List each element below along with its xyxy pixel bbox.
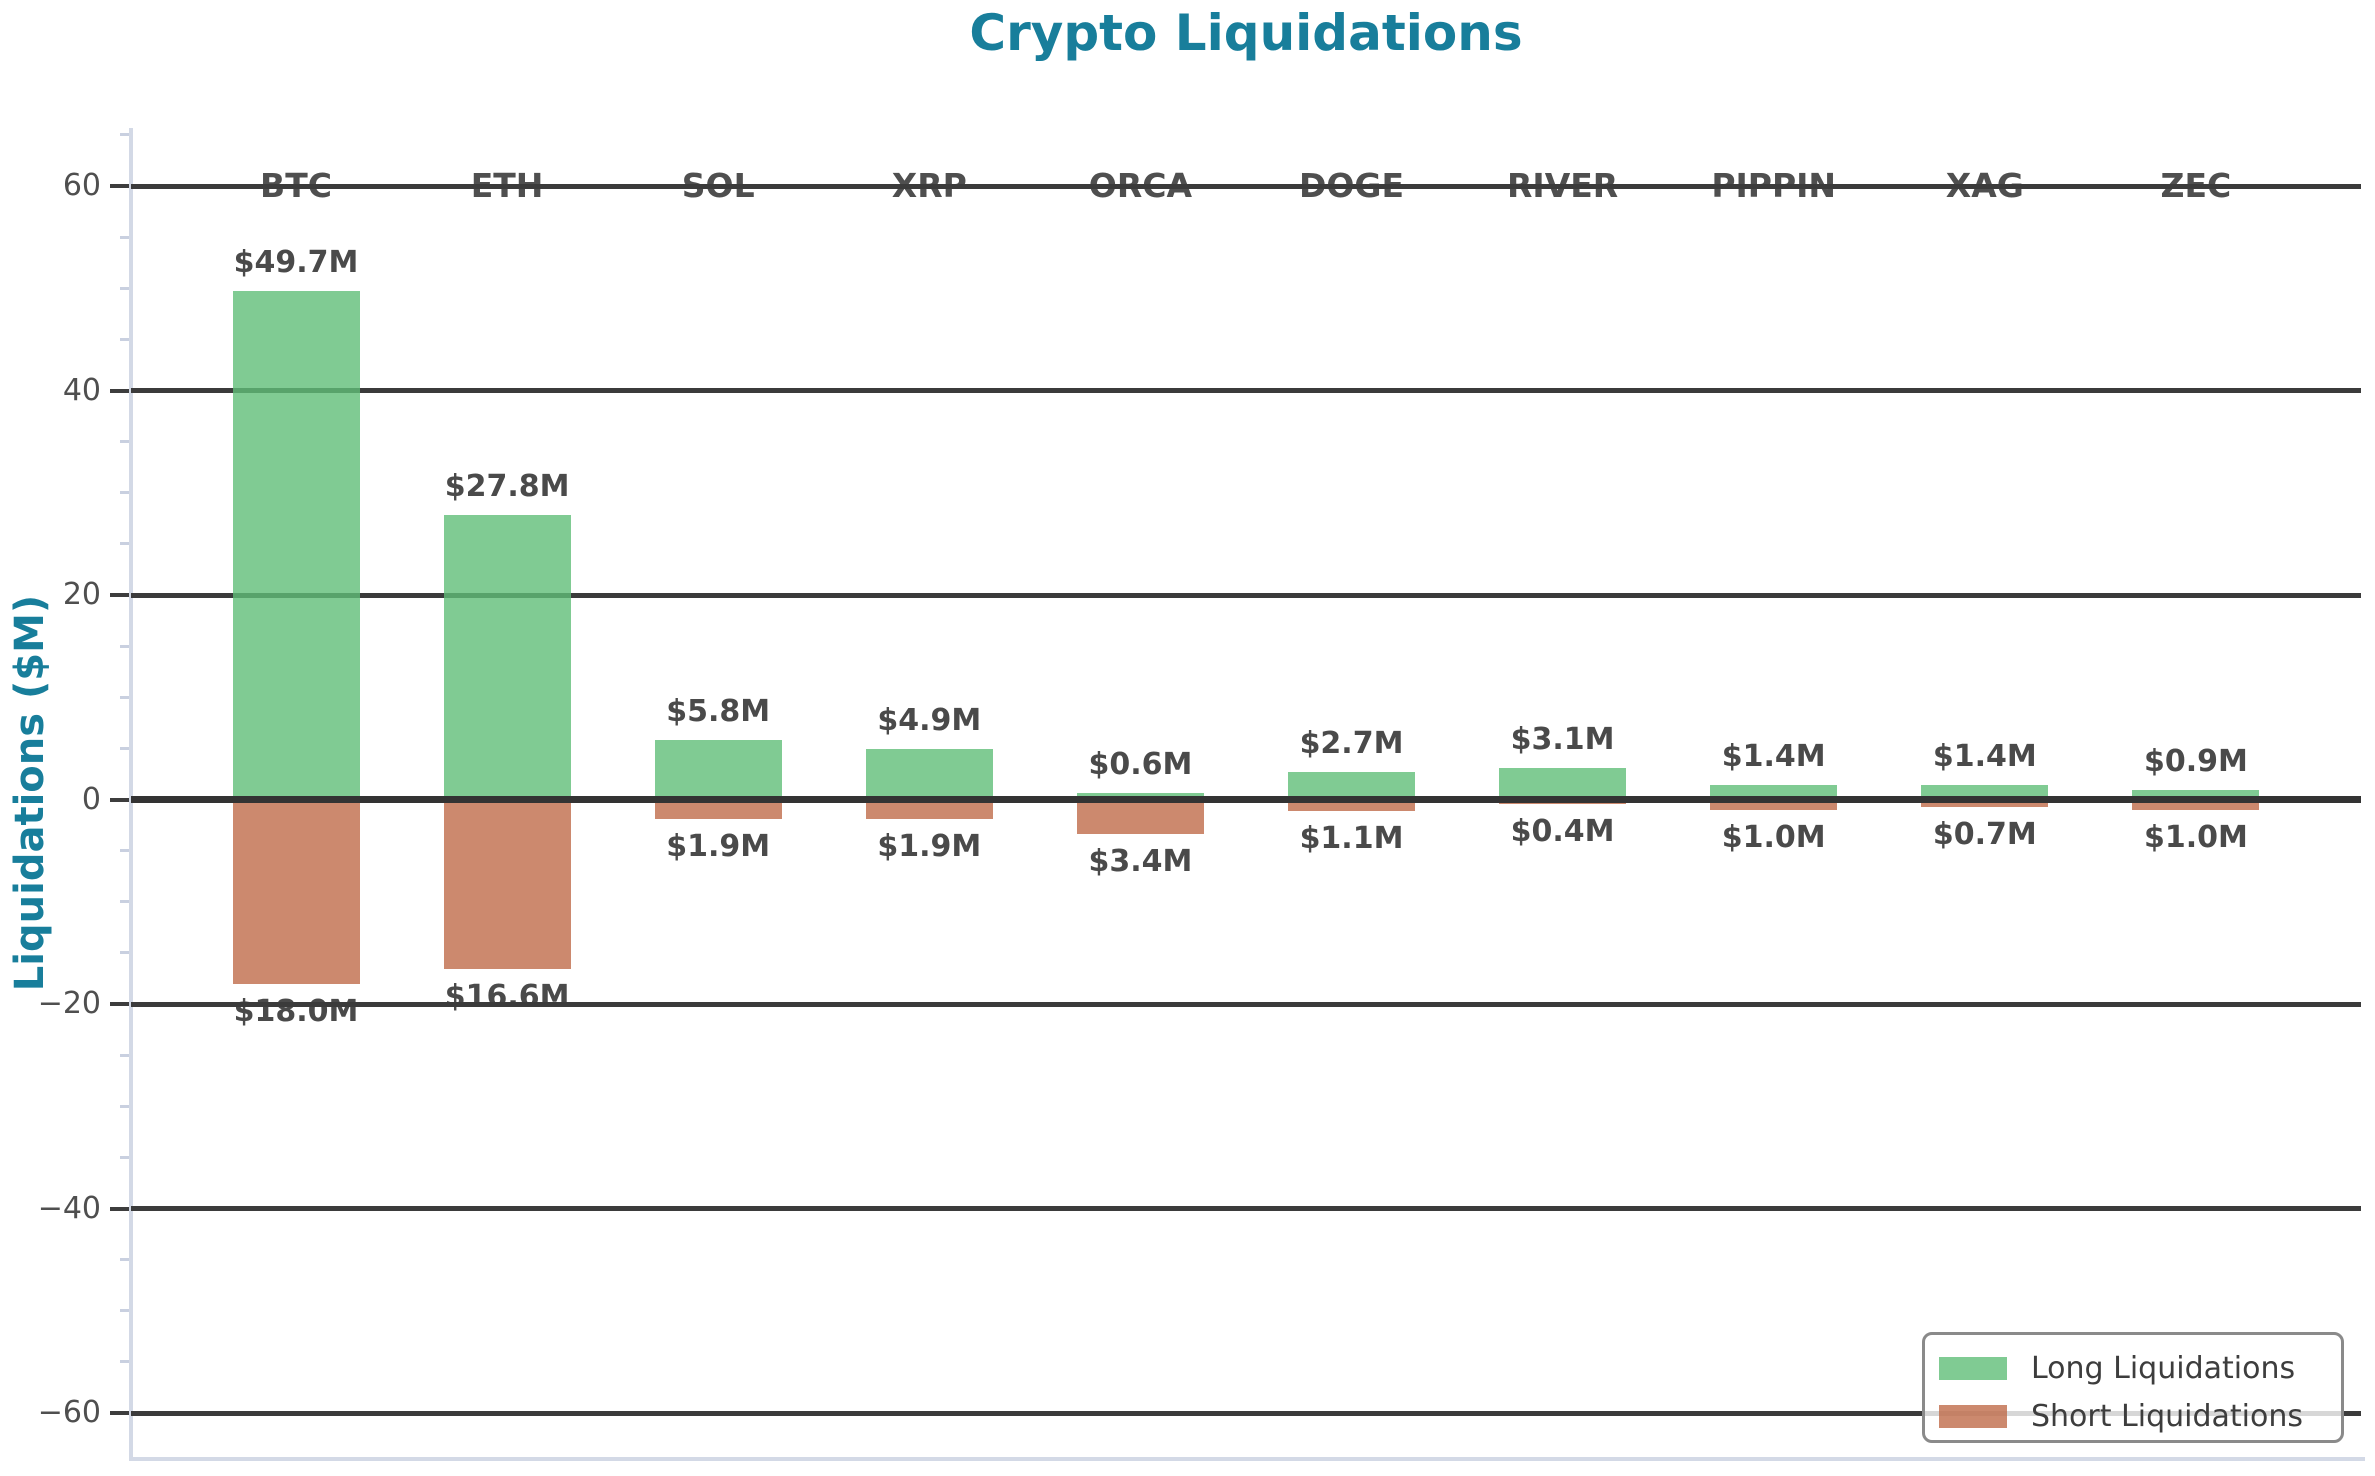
gridline bbox=[131, 1001, 2361, 1007]
bar-long-PIPPIN bbox=[1710, 785, 1838, 800]
y-tick-minor bbox=[120, 235, 133, 239]
legend-swatch-short-icon bbox=[1939, 1404, 2007, 1428]
legend-label-long: Long Liquidations bbox=[2031, 1350, 2296, 1386]
value-label-long-RIVER: $3.1M bbox=[1510, 721, 1615, 757]
legend-swatch-long-icon bbox=[1939, 1356, 2007, 1380]
y-tick-minor bbox=[120, 849, 133, 853]
y-tick-minor bbox=[120, 1360, 133, 1364]
y-tick-label: −40 bbox=[37, 1190, 101, 1226]
y-tick-minor bbox=[120, 1155, 133, 1159]
y-tick-minor bbox=[120, 951, 133, 955]
value-label-short-ORCA: $3.4M bbox=[1088, 844, 1193, 880]
y-tick-minor bbox=[120, 1258, 133, 1262]
y-tick-minor bbox=[120, 133, 133, 137]
y-tick-minor bbox=[120, 1309, 133, 1313]
y-tick-major bbox=[110, 1206, 129, 1211]
y-tick-major bbox=[110, 1002, 129, 1006]
bar-long-ZEC bbox=[2132, 790, 2260, 800]
legend-label-short: Short Liquidations bbox=[2031, 1398, 2304, 1434]
value-label-long-DOGE: $2.7M bbox=[1299, 725, 1404, 761]
bar-short-SOL bbox=[654, 799, 782, 819]
y-tick-label: 0 bbox=[81, 781, 101, 817]
y-tick-label: −60 bbox=[37, 1395, 101, 1430]
bar-short-PIPPIN bbox=[1710, 799, 1838, 810]
y-tick-major bbox=[110, 184, 129, 188]
value-label-long-ETH: $27.8M bbox=[444, 469, 570, 505]
value-label-long-XRP: $4.9M bbox=[877, 703, 982, 739]
bar-short-DOGE bbox=[1288, 799, 1415, 811]
gridline bbox=[131, 388, 2361, 393]
gridline bbox=[131, 183, 2361, 189]
bar-short-ETH bbox=[443, 799, 571, 970]
bar-long-RIVER bbox=[1499, 767, 1627, 800]
bar-short-ORCA bbox=[1076, 799, 1204, 835]
y-tick-minor bbox=[120, 491, 133, 495]
value-label-long-ZEC: $0.9M bbox=[2143, 744, 2248, 780]
y-tick-minor bbox=[120, 695, 133, 699]
bar-long-DOGE bbox=[1288, 771, 1415, 800]
value-label-long-SOL: $5.8M bbox=[666, 694, 771, 730]
y-tick-minor bbox=[120, 542, 133, 546]
gridline bbox=[131, 1410, 2361, 1416]
y-axis-spine bbox=[129, 128, 133, 1461]
y-tick-label: 20 bbox=[62, 577, 101, 612]
bar-short-XAG bbox=[1921, 799, 2049, 807]
value-label-short-SOL: $1.9M bbox=[666, 828, 771, 864]
gridline bbox=[131, 1206, 2361, 1211]
value-label-short-ETH: $16.6M bbox=[444, 979, 570, 1015]
y-tick-minor bbox=[120, 337, 133, 341]
y-tick-major bbox=[110, 388, 129, 393]
y-tick-minor bbox=[120, 900, 133, 904]
value-label-long-ORCA: $0.6M bbox=[1088, 747, 1193, 783]
value-label-short-RIVER: $0.4M bbox=[1510, 813, 1615, 849]
bar-short-ZEC bbox=[2132, 799, 2260, 810]
bar-long-XRP bbox=[865, 749, 993, 800]
value-label-short-XAG: $0.7M bbox=[1932, 816, 2037, 852]
overlay-layer bbox=[131, 128, 2361, 1459]
y-tick-major bbox=[110, 1411, 129, 1415]
y-tick-label: 40 bbox=[62, 372, 101, 408]
bar-long-SOL bbox=[654, 740, 782, 800]
y-tick-label: −20 bbox=[37, 986, 101, 1021]
y-tick-major bbox=[110, 797, 129, 802]
plot-area: BTC ETH SOL XRP ORCA DOGE RIVER PIPPIN XAG ZEC $49… bbox=[131, 128, 2361, 1459]
bar-short-BTC bbox=[232, 799, 360, 984]
x-axis-spine bbox=[129, 1457, 2365, 1461]
value-label-short-ZEC: $1.0M bbox=[2143, 819, 2248, 855]
bar-short-XRP bbox=[865, 799, 993, 819]
value-label-short-BTC: $18.0M bbox=[233, 993, 359, 1029]
y-tick-minor bbox=[120, 440, 133, 444]
y-tick-major bbox=[110, 593, 129, 597]
legend-item-short: Short Liquidations bbox=[1939, 1392, 2341, 1440]
bar-long-XAG bbox=[1921, 785, 2049, 800]
value-label-short-DOGE: $1.1M bbox=[1299, 820, 1404, 856]
y-tick-minor bbox=[120, 1053, 133, 1057]
value-label-long-PIPPIN: $1.4M bbox=[1721, 739, 1826, 775]
value-label-long-BTC: $49.7M bbox=[233, 245, 359, 281]
y-tick-minor bbox=[120, 1104, 133, 1108]
y-tick-minor bbox=[120, 286, 133, 290]
value-label-long-XAG: $1.4M bbox=[1932, 739, 2037, 775]
legend: Long Liquidations Short Liquidations bbox=[1922, 1332, 2344, 1443]
legend-item-long: Long Liquidations bbox=[1939, 1344, 2341, 1392]
bars-layer bbox=[131, 128, 2361, 1459]
y-tick-label: 60 bbox=[62, 168, 101, 203]
zero-line bbox=[131, 796, 2361, 803]
value-label-short-XRP: $1.9M bbox=[877, 828, 982, 864]
bar-long-ETH bbox=[443, 515, 571, 800]
bar-long-BTC bbox=[232, 291, 360, 800]
y-tick-minor bbox=[120, 644, 133, 648]
y-tick-minor bbox=[120, 746, 133, 750]
value-label-short-PIPPIN: $1.0M bbox=[1721, 819, 1826, 855]
chart-title: Crypto Liquidations bbox=[969, 4, 1523, 62]
gridline bbox=[131, 592, 2361, 598]
